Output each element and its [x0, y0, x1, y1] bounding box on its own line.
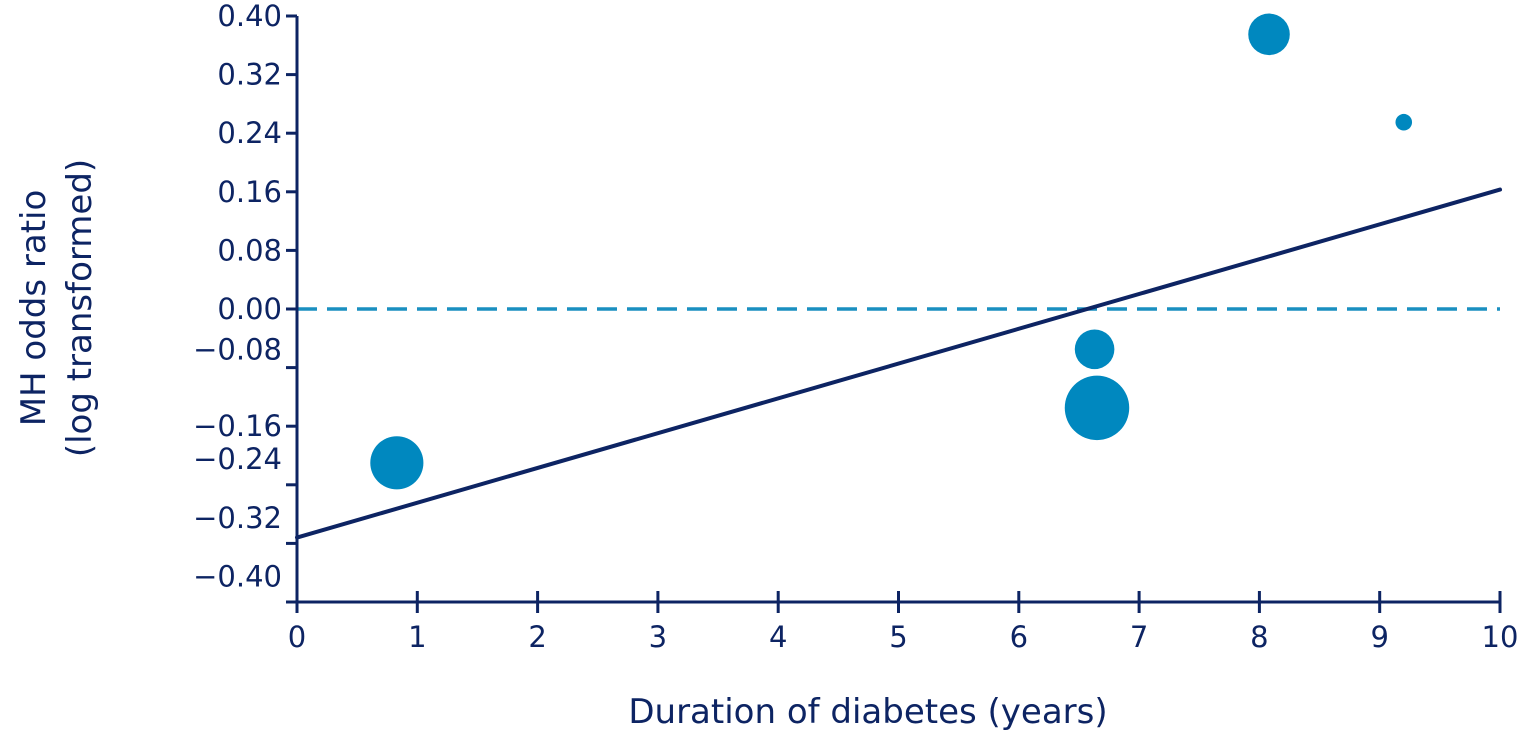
y-tick-label-10: −0.32 — [193, 501, 282, 535]
y-tick-label-4: 0.16 — [217, 175, 282, 209]
x-tick-label-6: 5 — [889, 620, 907, 654]
y-tick-label-7: −0.08 — [193, 332, 282, 366]
x-tick-label-8: 7 — [1130, 620, 1148, 654]
data-points — [370, 13, 1413, 490]
regression-line — [295, 187, 1502, 540]
y-tick-label-11: −0.40 — [193, 559, 282, 593]
y-tick-label-3: 0.24 — [217, 116, 282, 150]
y-tick-label-8: −0.16 — [193, 409, 282, 443]
y-axis-title-line-2: (log transformed) — [60, 159, 100, 457]
y-tick-label-6: 0.00 — [217, 292, 282, 326]
y-tick-label-1: 0.40 — [217, 0, 282, 33]
x-tick-label-10: 9 — [1370, 620, 1388, 654]
x-tick-label-7: 6 — [1010, 620, 1028, 654]
x-tick-label-2: 1 — [408, 620, 426, 654]
x-axis-title: Duration of diabetes (years) — [628, 692, 1107, 732]
tick-labels: 0.40 0.32 0.24 0.16 0.08 0.00 −0.08 −0.16−0.24 −… — [193, 0, 1518, 654]
data-point-2 — [1074, 329, 1115, 370]
y-tick-label-5: 0.08 — [217, 233, 282, 267]
regression-line-layer — [295, 187, 1502, 540]
x-tick-label-11: 10 — [1482, 620, 1519, 654]
x-tick-label-9: 8 — [1250, 620, 1268, 654]
data-point-4 — [1248, 13, 1290, 56]
x-tick-label-1: 0 — [288, 620, 306, 654]
axes — [286, 14, 1502, 613]
y-axis-title-line-1: MH odds ratio — [14, 190, 54, 427]
x-tick-label-3: 2 — [528, 620, 546, 654]
data-point-3 — [1064, 375, 1130, 441]
y-tick-label-9: −0.24 — [193, 442, 282, 476]
x-tick-label-4: 3 — [649, 620, 667, 654]
x-tick-label-5: 4 — [769, 620, 787, 654]
data-point-1 — [370, 436, 424, 490]
y-tick-label-2: 0.32 — [217, 58, 282, 92]
data-point-5 — [1395, 113, 1413, 131]
